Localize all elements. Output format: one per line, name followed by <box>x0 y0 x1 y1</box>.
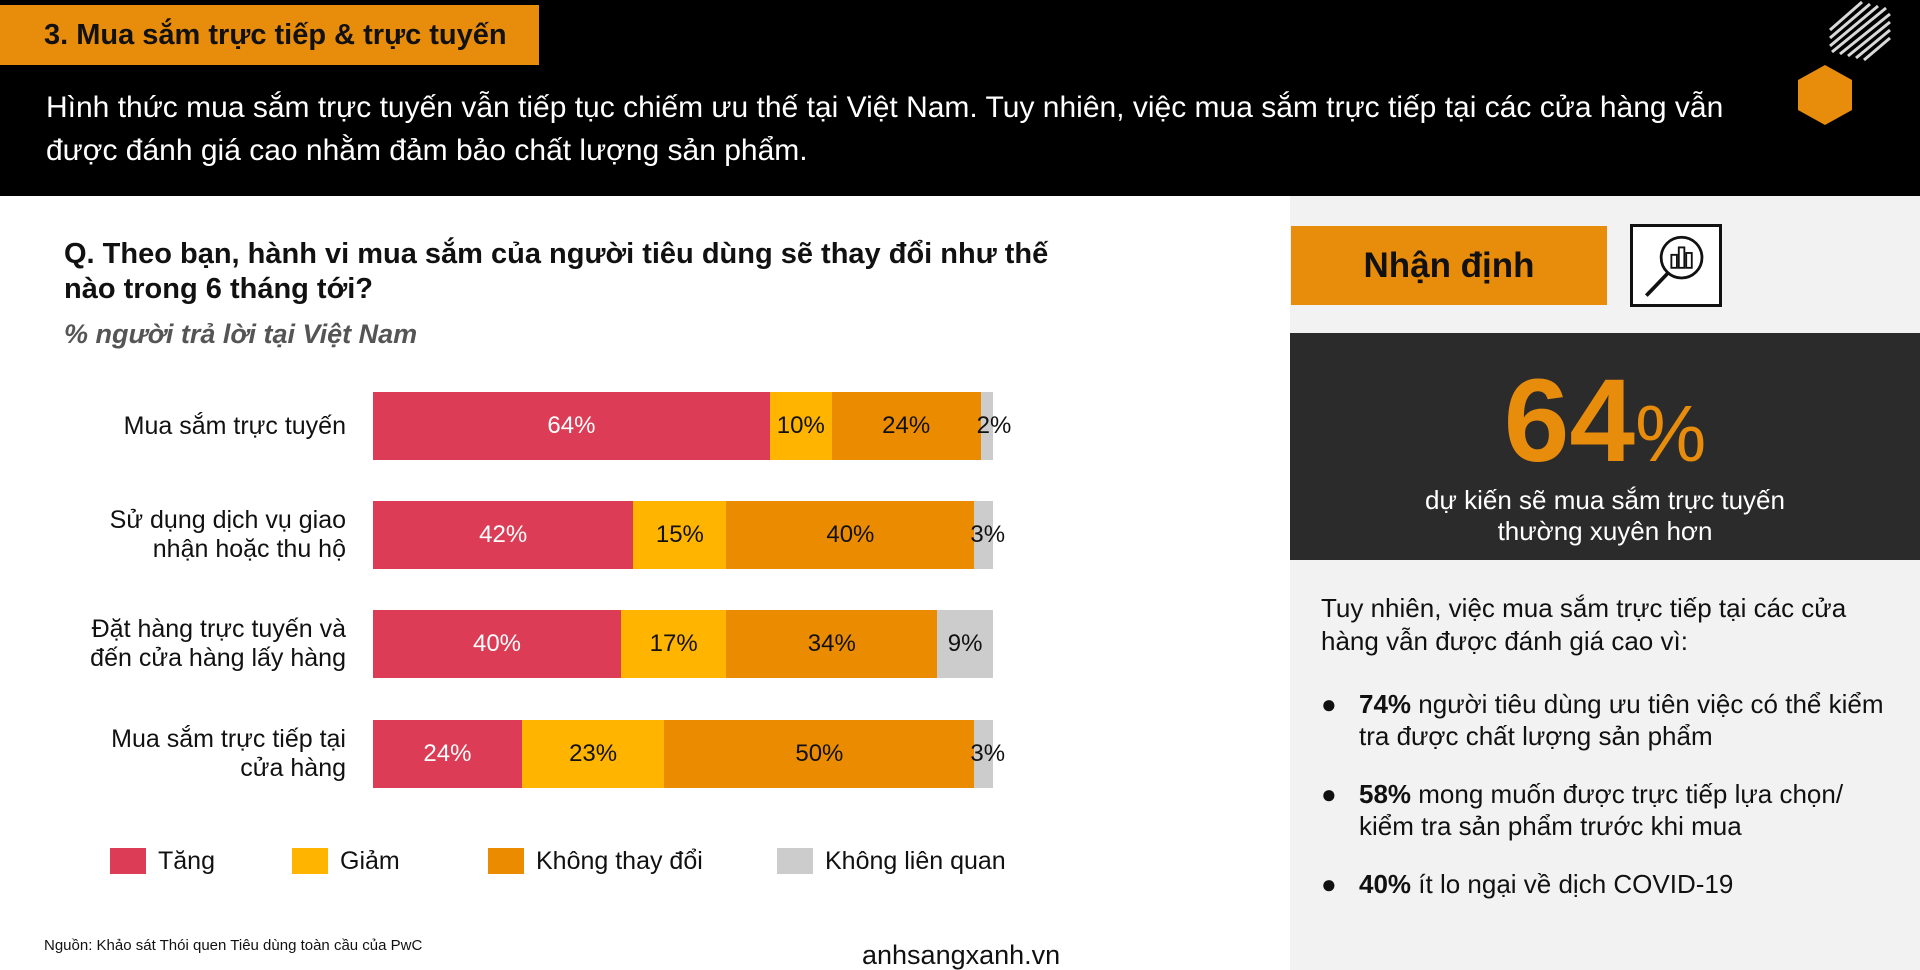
highlight-caption: dự kiến sẽ mua sắm trực tuyến thường xuy… <box>1290 485 1920 547</box>
category-label-line: cửa hàng <box>240 754 346 782</box>
bullet-dot: ● <box>1321 779 1337 809</box>
data-label: 24% <box>882 412 931 439</box>
bullet-value: 58% <box>1359 779 1412 809</box>
data-label: 3% <box>970 740 1006 767</box>
data-label: 15% <box>655 521 704 548</box>
category-label: Mua sắm trực tuyến <box>30 412 346 441</box>
bar-segment <box>664 720 975 788</box>
insight-bullets: ● 74% người tiêu dùng ưu tiên việc có thể… <box>1321 688 1901 926</box>
bar-segment <box>769 392 832 460</box>
legend-swatch <box>777 848 813 874</box>
data-label: 17% <box>649 630 698 657</box>
highlight-box: 64% dự kiến sẽ mua sắm trực tuyến thường… <box>1290 333 1920 560</box>
data-label: 23% <box>569 740 618 767</box>
bullet-text: ít lo ngại về dịch COVID-19 <box>1411 869 1734 899</box>
category-label-line: Mua sắm trực tuyến <box>123 411 346 440</box>
legend-swatch <box>292 848 328 874</box>
chart-subtitle: % người trả lời tại Việt Nam <box>64 319 418 349</box>
data-label: 34% <box>807 630 856 657</box>
insight-badge: Nhận định <box>1291 226 1607 305</box>
header-banner: 3. Mua sắm trực tiếp & trực tuyến Hình t… <box>0 0 1920 196</box>
data-label: 40% <box>472 630 522 657</box>
insight-bullet: ● 58% mong muốn được trực tiếp lựa chọn/ … <box>1321 778 1901 842</box>
legend-swatch <box>110 848 146 874</box>
question-text: Q. Theo bạn, hành vi mua sắm của người t… <box>64 238 1049 305</box>
category-label-line: Mua sắm trực tiếp tại <box>111 725 346 753</box>
legend-label: Không thay đổi <box>536 847 703 875</box>
highlight-value: 64 <box>1503 355 1636 487</box>
data-label: 42% <box>479 521 528 548</box>
bullet-value: 74% <box>1359 689 1412 719</box>
insight-intro: Tuy nhiên, việc mua sắm trực tiếp tại cá… <box>1321 593 1847 656</box>
bullet-text: người tiêu dùng ưu tiên việc có thể kiểm… <box>1359 689 1884 751</box>
legend-label: Tăng <box>158 847 215 875</box>
bullet-dot: ● <box>1321 689 1337 719</box>
category-label-line: nhận hoặc thu hộ <box>152 535 346 563</box>
data-label: 40% <box>826 521 875 548</box>
category-label: Mua sắm trực tiếp tại cửa hàng <box>30 725 346 783</box>
header-text: Hình thức mua sắm trực tuyến vẫn tiếp tụ… <box>46 91 1724 167</box>
highlight-number: 64% <box>1290 353 1920 489</box>
section-title: 3. Mua sắm trực tiếp & trực tuyến <box>0 5 539 65</box>
highlight-unit: % <box>1635 389 1707 478</box>
data-label: 9% <box>947 630 983 657</box>
data-label: 64% <box>547 412 596 439</box>
legend-label: Giảm <box>340 847 400 875</box>
data-label: 24% <box>423 740 472 767</box>
bar-segment <box>373 610 621 678</box>
bar-segment <box>974 720 993 788</box>
bar-segment <box>726 501 975 569</box>
legend-label: Không liên quan <box>825 847 1006 875</box>
bar-segment <box>521 720 665 788</box>
bar-segment <box>726 610 938 678</box>
legend-swatch <box>488 848 524 874</box>
bar-segment <box>373 392 770 460</box>
bullet-value: 40% <box>1359 869 1412 899</box>
pwc-logo-icon <box>1798 0 1891 125</box>
insight-panel <box>1290 196 1920 970</box>
watermark: anhsangxanh.vn <box>862 940 1061 970</box>
bar-segment <box>373 501 634 569</box>
bullet-dot: ● <box>1321 869 1337 899</box>
category-label-line: Đặt hàng trực tuyến và <box>91 615 346 643</box>
highlight-caption-line2: thường xuyên hơn <box>1497 516 1713 546</box>
data-label: 3% <box>970 521 1006 548</box>
bar-segment <box>373 720 522 788</box>
category-label-line: đến cửa hàng lấy hàng <box>90 644 346 672</box>
bar-segment <box>621 610 727 678</box>
highlight-caption-line1: dự kiến sẽ mua sắm trực tuyến <box>1425 485 1785 515</box>
category-label-line: Sử dụng dịch vụ giao <box>109 506 346 534</box>
bar-segment <box>937 610 993 678</box>
bar-segment <box>980 392 993 460</box>
insight-bullet: ● 74% người tiêu dùng ưu tiên việc có thể… <box>1321 688 1901 752</box>
magnifier-chart-icon <box>1630 224 1722 307</box>
data-label: 10% <box>776 412 825 439</box>
bar-segment <box>633 501 727 569</box>
stacked-bar-chart: Mua sắm trực tuyến 64% 10% 24% 2% Sử dụng dịc… <box>0 370 1060 890</box>
data-label: 50% <box>795 740 844 767</box>
bar-segment <box>974 501 993 569</box>
source-note: Nguồn: Khảo sát Thói quen Tiêu dùng toàn… <box>44 937 423 954</box>
bullet-text: mong muốn được trực tiếp lựa chọn/ kiểm … <box>1359 779 1844 841</box>
category-label: Sử dụng dịch vụ giao nhận hoặc thu hộ <box>30 506 346 564</box>
data-label: 2% <box>976 412 1012 439</box>
insight-bullet: ● 40% ít lo ngại về dịch COVID-19 <box>1321 868 1901 900</box>
category-label: Đặt hàng trực tuyến và đến cửa hàng lấy h… <box>30 615 346 673</box>
bar-segment <box>831 392 981 460</box>
